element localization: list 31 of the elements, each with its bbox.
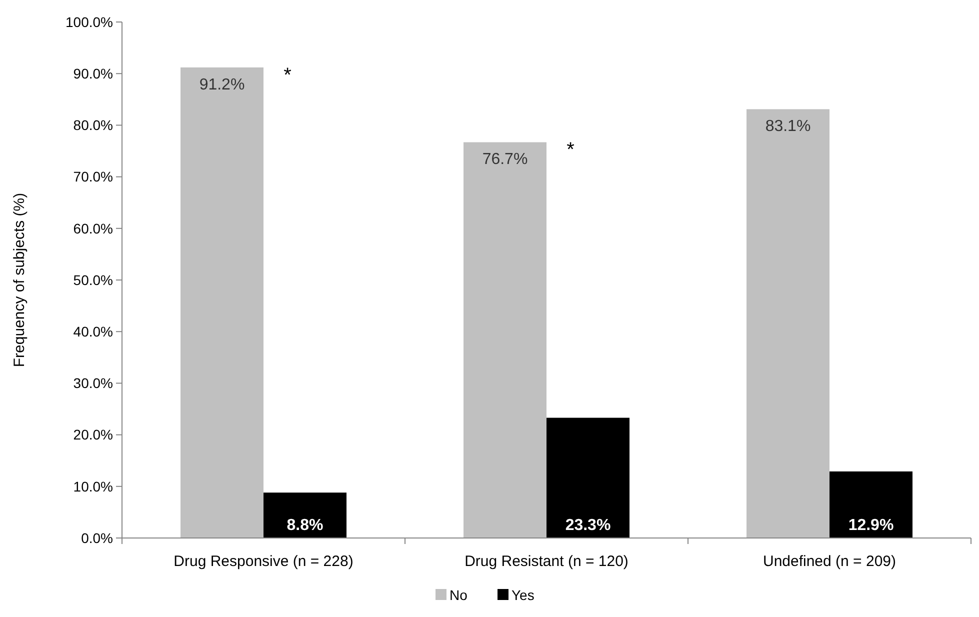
y-tick-label: 40.0% — [73, 324, 113, 340]
y-tick-label: 50.0% — [73, 272, 113, 288]
annotation: * — [284, 64, 292, 86]
x-tick-label: Undefined (n = 209) — [762, 553, 896, 570]
bar — [546, 418, 630, 538]
y-tick-label: 80.0% — [73, 117, 113, 134]
y-tick-label: 90.0% — [73, 66, 113, 82]
text: 12.9% — [848, 517, 894, 534]
y-tick-label: 30.0% — [73, 375, 113, 392]
text: 91.2% — [199, 76, 245, 94]
text: 8.8% — [286, 517, 324, 534]
annotation: * — [566, 139, 575, 162]
text: 83.1% — [765, 118, 811, 136]
y-tick-label: 60.0% — [73, 220, 113, 236]
y-tick-label: 20.0% — [73, 426, 113, 443]
text: 23.3% — [565, 517, 611, 534]
text: 76.7% — [482, 151, 528, 168]
y-tick-label: 70.0% — [73, 168, 113, 185]
bar — [830, 471, 912, 538]
y-tick-label: 0.0% — [81, 530, 113, 546]
legend-label: Yes — [512, 586, 534, 603]
bar — [746, 109, 830, 538]
y-tick-label: 100.0% — [66, 14, 113, 30]
bar — [464, 142, 546, 538]
bar — [264, 492, 346, 538]
legend-label: No — [450, 586, 468, 603]
y-axis-title: Frequency of subjects (%) — [11, 192, 28, 368]
x-tick-label: Drug Responsive (n = 228) — [174, 553, 354, 570]
y-tick-label: 10.0% — [73, 478, 113, 494]
bar — [180, 67, 264, 538]
x-tick-label: Drug Resistant (n = 120) — [464, 553, 628, 570]
